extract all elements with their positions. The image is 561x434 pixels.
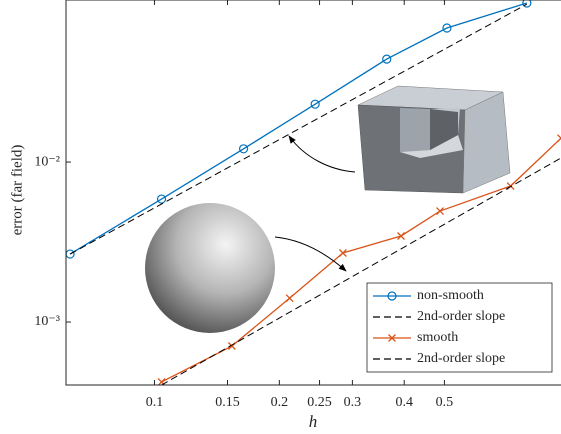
data-point <box>339 250 346 257</box>
x-axis-label: h <box>309 412 318 431</box>
x-tick-label: 0.2 <box>271 395 289 410</box>
x-tick-label: 0.3 <box>344 395 362 410</box>
x-tick-label: 0.4 <box>395 395 413 410</box>
y-tick-label: 10⁻² <box>34 154 60 169</box>
legend-label: 2nd-order slope <box>417 309 505 324</box>
x-tick-label: 0.1 <box>146 395 164 410</box>
legend-label: 2nd-order slope <box>417 351 505 366</box>
arrow <box>275 237 346 271</box>
cube-illustration <box>358 86 510 193</box>
legend-label: smooth <box>417 330 458 345</box>
y-tick-label: 10⁻³ <box>34 314 60 329</box>
sphere-illustration <box>145 203 275 333</box>
data-point <box>398 232 405 239</box>
x-tick-label: 0.25 <box>307 395 332 410</box>
x-tick-label: 0.15 <box>215 395 240 410</box>
legend-label: non-smooth <box>417 288 484 303</box>
arrow <box>289 136 355 172</box>
data-point <box>286 295 293 302</box>
data-point <box>437 208 444 215</box>
data-point <box>558 135 561 142</box>
x-tick-label: 0.5 <box>436 395 454 410</box>
chart: h error (far field) non-smooth 2nd-order … <box>0 0 561 434</box>
data-point <box>158 378 165 385</box>
y-axis-label: error (far field) <box>9 145 25 236</box>
legend: non-smooth 2nd-order slope smooth 2nd-order… <box>367 283 552 372</box>
